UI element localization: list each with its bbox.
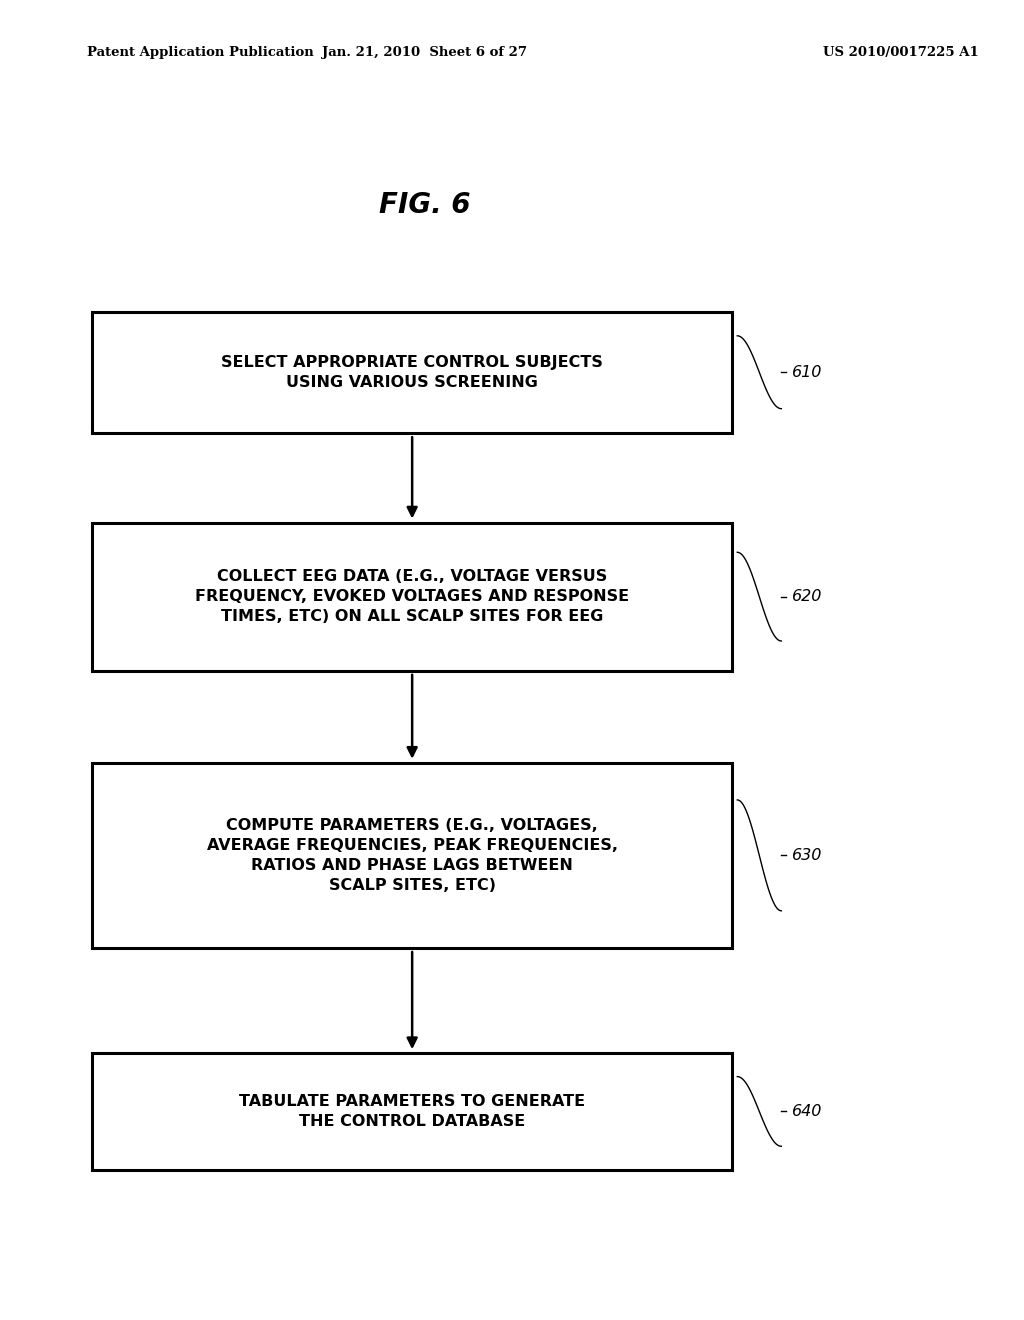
Text: 640: 640 <box>792 1104 822 1119</box>
Text: TABULATE PARAMETERS TO GENERATE
THE CONTROL DATABASE: TABULATE PARAMETERS TO GENERATE THE CONT… <box>239 1094 586 1129</box>
Text: COMPUTE PARAMETERS (E.G., VOLTAGES,
AVERAGE FREQUENCIES, PEAK FREQUENCIES,
RATIO: COMPUTE PARAMETERS (E.G., VOLTAGES, AVER… <box>207 818 617 892</box>
Bar <box>92 523 732 671</box>
Text: 620: 620 <box>792 589 822 605</box>
Text: COLLECT EEG DATA (E.G., VOLTAGE VERSUS
FREQUENCY, EVOKED VOLTAGES AND RESPONSE
T: COLLECT EEG DATA (E.G., VOLTAGE VERSUS F… <box>196 569 629 624</box>
Text: 630: 630 <box>792 847 822 863</box>
Text: FIG. 6: FIG. 6 <box>379 190 471 219</box>
Bar <box>92 1053 732 1170</box>
Text: SELECT APPROPRIATE CONTROL SUBJECTS
USING VARIOUS SCREENING: SELECT APPROPRIATE CONTROL SUBJECTS USIN… <box>221 355 603 389</box>
Bar <box>92 312 732 433</box>
Text: Jan. 21, 2010  Sheet 6 of 27: Jan. 21, 2010 Sheet 6 of 27 <box>323 46 527 59</box>
Text: Patent Application Publication: Patent Application Publication <box>87 46 313 59</box>
Text: 610: 610 <box>792 364 822 380</box>
Bar <box>92 763 732 948</box>
Text: US 2010/0017225 A1: US 2010/0017225 A1 <box>823 46 979 59</box>
